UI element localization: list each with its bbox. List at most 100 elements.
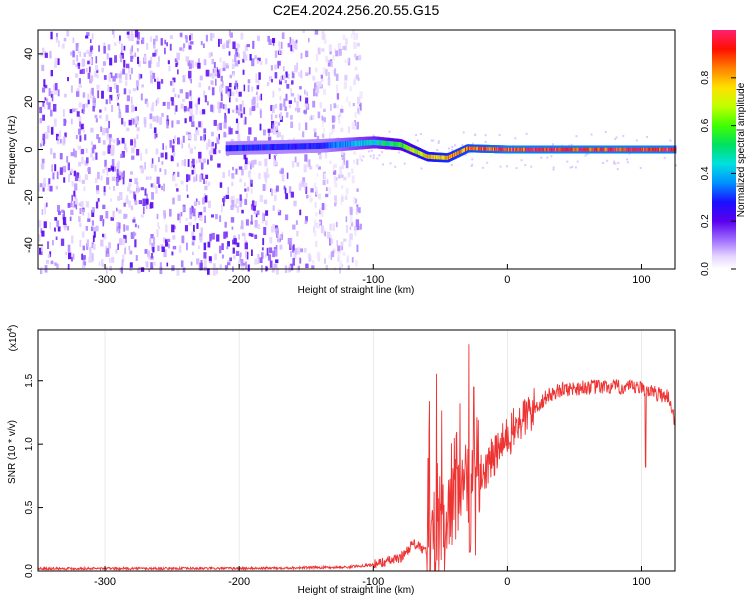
spectrogram-cell: [196, 223, 199, 229]
spectrogram-cell: [285, 193, 289, 200]
spectrogram-cell: [95, 178, 98, 183]
spectrogram-cell: [506, 165, 508, 168]
spectrogram-cell: [317, 47, 321, 55]
spectrogram-cell: [569, 166, 572, 169]
spectrogram-cell: [136, 182, 139, 186]
spectrogram-cell: [60, 238, 65, 246]
spectrogram-cell: [137, 56, 140, 65]
spectrogram-cell: [334, 202, 337, 207]
spectrogram-cell: [320, 225, 324, 233]
spectrogram-cell: [83, 261, 87, 266]
spectrogram-cell: [270, 65, 273, 71]
spectrogram-cell: [198, 82, 202, 88]
spectrogram-cell: [223, 196, 226, 203]
spectrogram-cell: [328, 255, 331, 259]
spectrogram-cell: [41, 230, 45, 237]
spectrogram-cell: [225, 194, 230, 199]
spectrogram-cell: [85, 35, 89, 39]
spectrogram-cell: [83, 186, 86, 192]
spectrogram-cell: [235, 105, 239, 110]
spectrogram-cell: [176, 52, 180, 61]
spectrogram-cell: [238, 260, 241, 268]
spectrogram-cell: [181, 160, 185, 166]
spectrogram-cell: [113, 186, 115, 191]
spectrogram-cell: [73, 190, 76, 197]
spectrogram-cell: [190, 33, 193, 40]
spectrogram-cell: [71, 235, 74, 244]
spectrogram-cell: [179, 89, 183, 94]
spectrogram-cell: [188, 222, 192, 226]
spectrogram-cell: [98, 261, 101, 266]
spectrogram-cell: [232, 247, 235, 254]
spectrogram-cell: [267, 128, 271, 133]
spectrogram-cell: [296, 230, 299, 237]
spectrogram-cell: [123, 202, 126, 207]
spectrogram-cell: [343, 81, 347, 89]
spectrogram-cell: [81, 156, 84, 165]
spectrogram-cell: [44, 131, 47, 139]
spectrogram-cell: [389, 162, 392, 165]
spectrogram-cell: [323, 39, 327, 44]
snr-multiplier-close: ): [8, 325, 19, 328]
spectrogram-cell: [206, 142, 209, 150]
spectrogram-cell: [170, 155, 174, 162]
spectrogram-cell: [127, 186, 131, 192]
spectrogram-cell: [278, 87, 281, 92]
spectrogram-cell: [245, 250, 248, 259]
spectrogram-cell: [211, 58, 214, 65]
spectrogram-cell: [287, 238, 291, 245]
spectrogram-cell: [146, 203, 148, 210]
spectrogram-cell: [160, 152, 164, 158]
spectrogram-cell: [130, 232, 135, 239]
spectrogram-cell: [183, 106, 187, 112]
spectrogram-cell: [136, 127, 140, 132]
spectrogram-cell: [245, 193, 248, 199]
spectrogram-cell: [92, 144, 97, 150]
spectrogram-cell: [315, 189, 318, 195]
spectrogram-cell: [92, 235, 95, 243]
spectrogram-cell: [348, 101, 351, 107]
spectrogram-cell: [164, 39, 167, 45]
spectrogram-cell: [196, 258, 200, 265]
spectrogram-cell: [304, 101, 308, 108]
spectrogram-cell: [154, 164, 157, 172]
spectrogram-cell: [261, 247, 264, 251]
spectrogram-cell: [234, 203, 237, 208]
spectrogram-cell: [235, 107, 239, 114]
x-tick-label: 0: [504, 274, 510, 286]
spectrogram-cell: [204, 215, 206, 224]
spectrogram-cell: [111, 176, 116, 181]
y-tick-label: 20: [23, 96, 35, 108]
spectrogram-cell: [240, 225, 244, 230]
spectrogram-cell: [254, 55, 257, 60]
spectrogram-cell: [211, 72, 215, 79]
spectrogram-cell: [236, 205, 240, 213]
spectrogram-cell: [235, 250, 240, 256]
spectrogram-cell: [130, 30, 134, 36]
spectrogram-cell: [48, 88, 51, 96]
colorbar-tick-label: 0.6: [700, 118, 711, 132]
spectrogram-cell: [98, 45, 100, 52]
y-tick-label: -40: [23, 237, 35, 253]
spectrogram-cell: [133, 138, 136, 144]
spectrogram-cell: [191, 169, 194, 175]
spectrogram-cell: [437, 140, 440, 143]
spectrogram-cell: [317, 253, 320, 261]
spectrogram-cell: [96, 74, 99, 79]
spectrogram-cell: [315, 54, 318, 61]
spectrogram-cell: [153, 127, 157, 134]
spectrogram-cell: [173, 173, 176, 182]
spectrogram-cell: [279, 244, 283, 250]
spectrogram-cell: [132, 88, 136, 92]
spectrogram-cell: [229, 82, 232, 88]
spectrogram-cell: [201, 163, 204, 170]
spectrogram-cell: [162, 101, 166, 106]
spectrogram-cell: [358, 55, 362, 61]
spectrogram-cell: [238, 166, 243, 170]
spectrogram-cell: [128, 183, 132, 187]
spectrogram-cell: [355, 42, 357, 49]
spectrogram-cell: [249, 54, 252, 61]
spectrogram-cell: [236, 242, 240, 248]
spectrogram-cell: [575, 135, 578, 138]
spectrogram-cell: [673, 147, 676, 152]
